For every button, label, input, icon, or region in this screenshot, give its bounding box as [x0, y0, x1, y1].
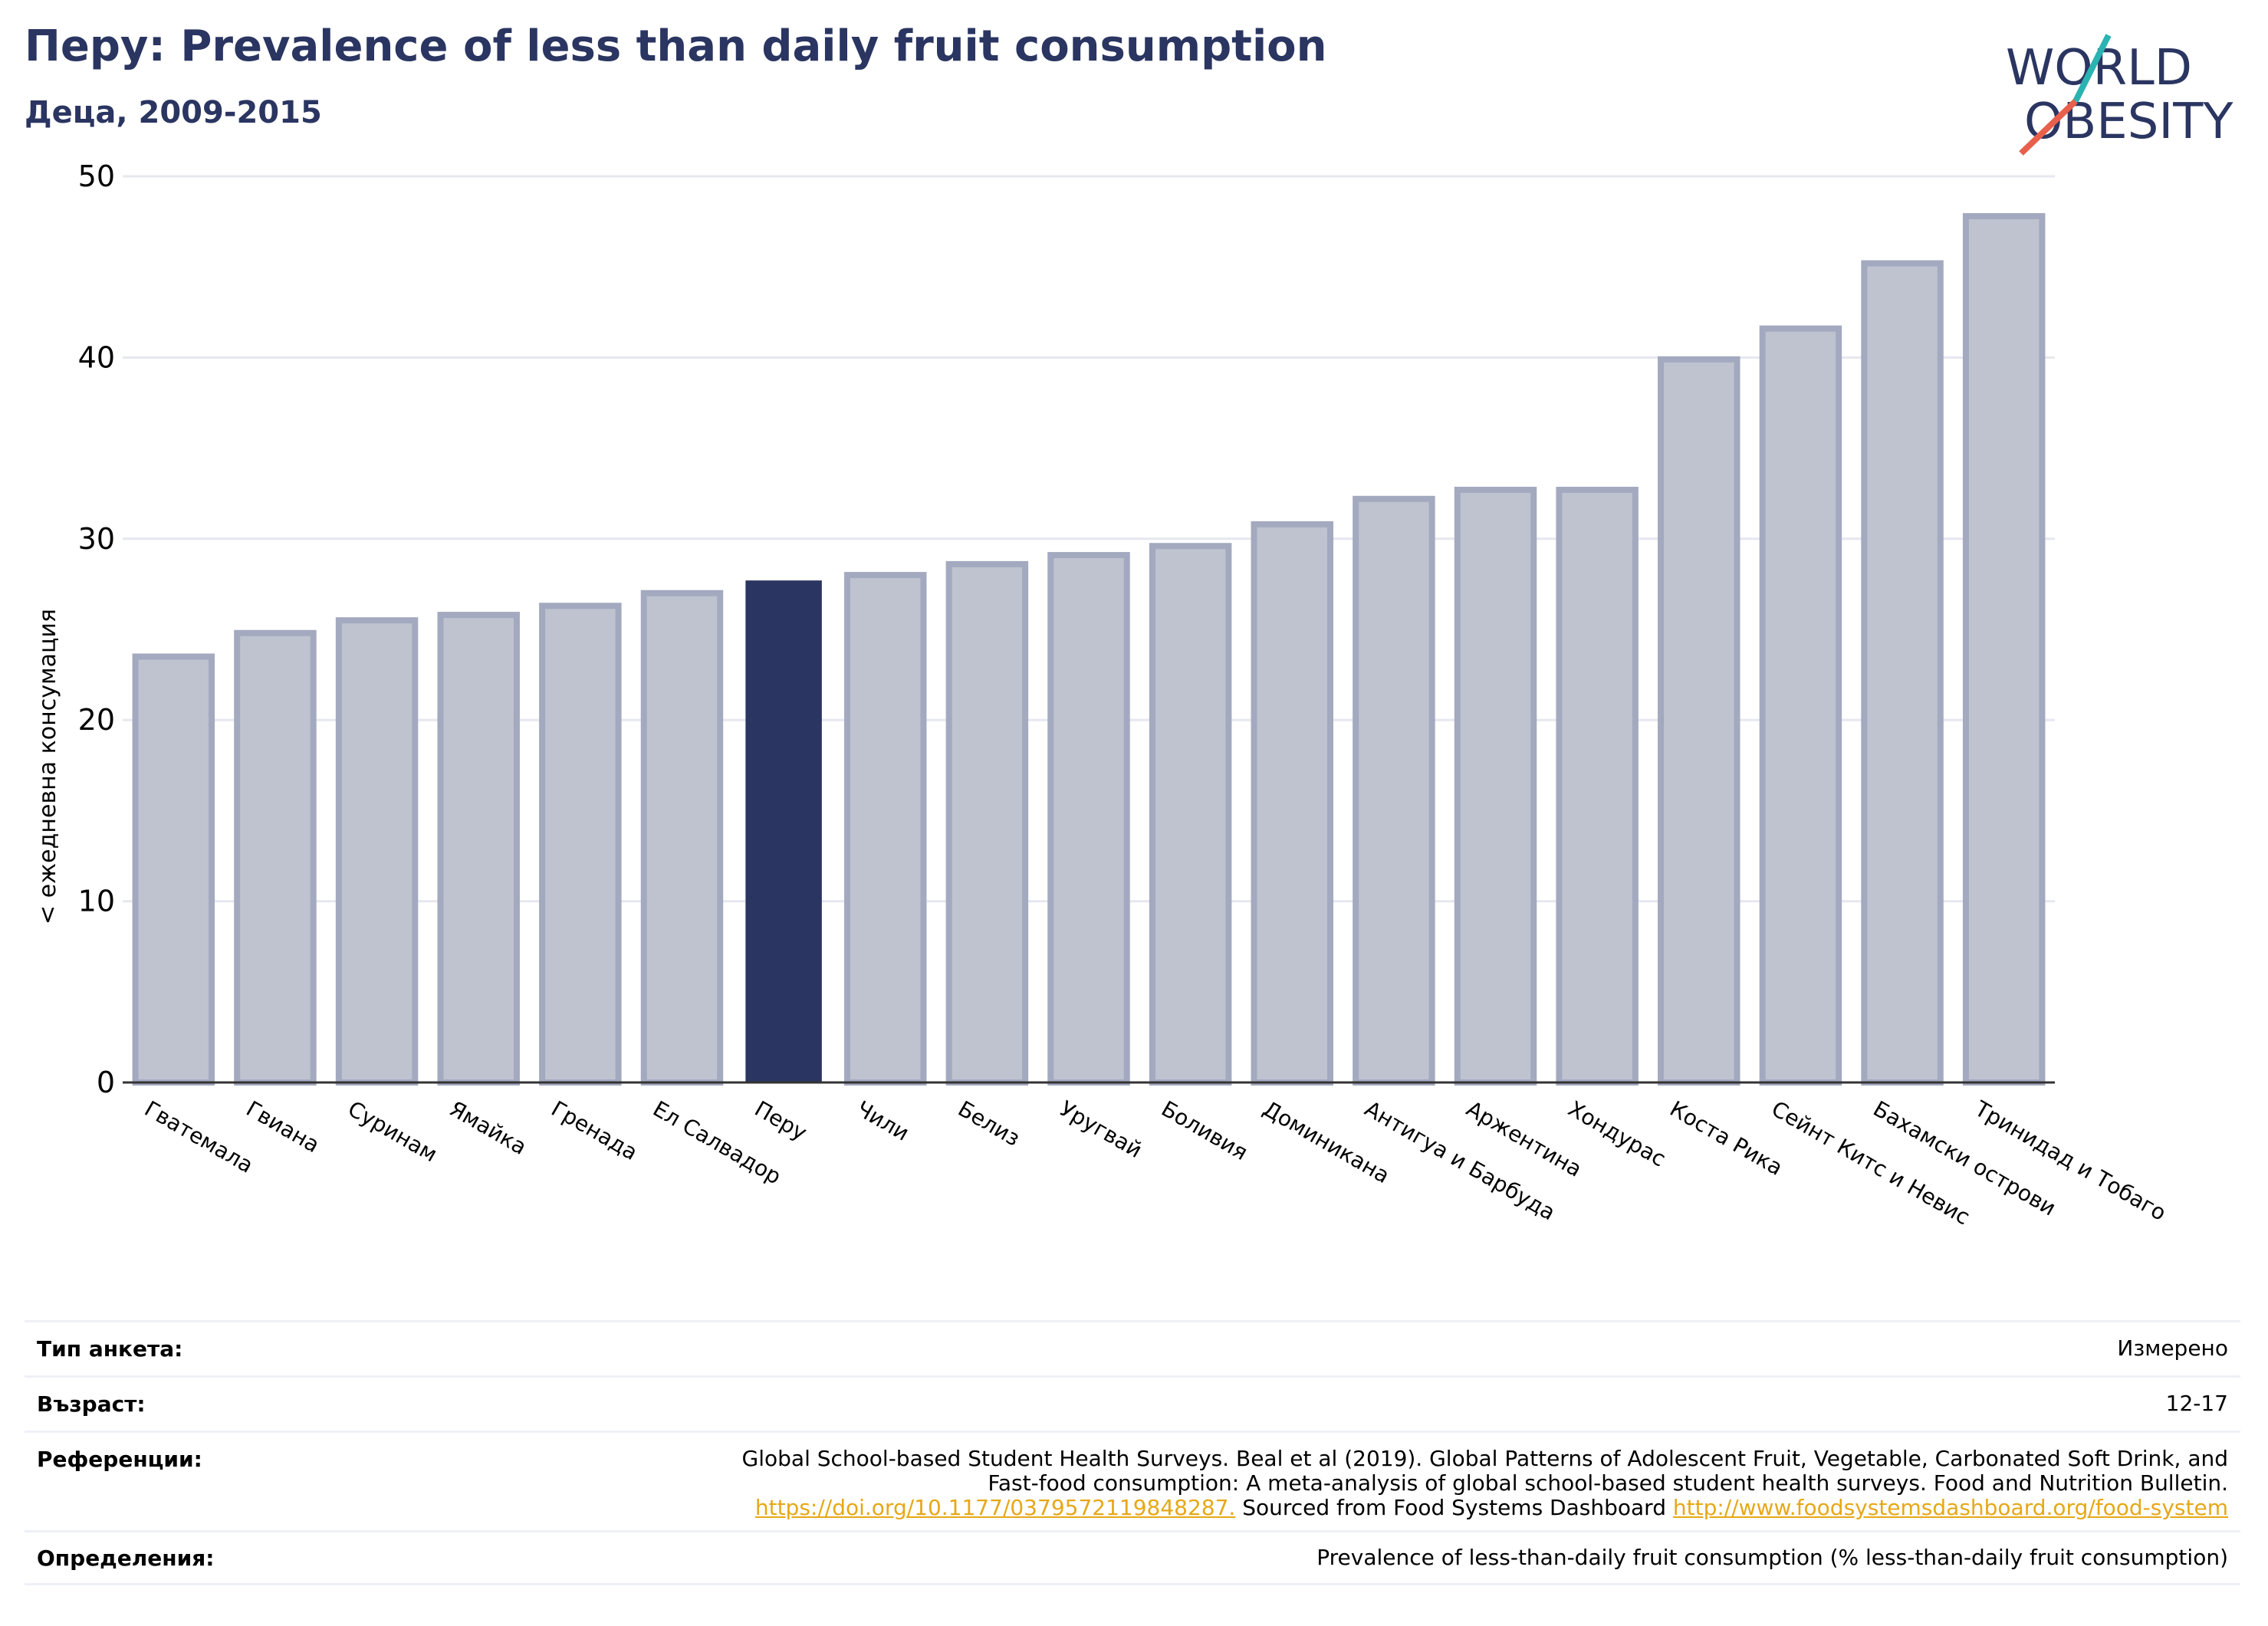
bar [1454, 486, 1537, 1086]
logo-slash-teal [2072, 34, 2112, 103]
bar [945, 560, 1029, 1086]
y-tick-label: 30 [78, 522, 115, 556]
bar [1658, 356, 1740, 1086]
y-axis-ticks: 0 10 20 30 40 50 [78, 159, 115, 1099]
y-axis-label: < ежедневна консумация [35, 609, 61, 925]
bar [1353, 495, 1435, 1086]
definitions-value: Prevalence of less-than-daily fruit cons… [1316, 1544, 2228, 1570]
bar [132, 653, 215, 1086]
bar [640, 590, 724, 1086]
references-text-1: Global School-based Student Health Surve… [741, 1446, 2228, 1471]
bar [234, 629, 317, 1086]
bar [745, 580, 822, 1082]
references-source-text: Sourced from Food Systems Dashboard [1235, 1495, 1673, 1521]
metadata-table: Тип анкета: Измерено Възраст: 12-17 Рефе… [25, 1320, 2240, 1585]
bar [1759, 325, 1842, 1086]
x-tick-label: Антигуа и Барбуда [1360, 1095, 1560, 1225]
x-tick-label: Уругвай [1056, 1095, 1147, 1163]
bar [1962, 213, 2046, 1086]
y-tick-label: 0 [97, 1066, 115, 1099]
y-tick-label: 20 [78, 703, 115, 737]
meta-row-survey: Тип анкета: Измерено [25, 1320, 2240, 1375]
meta-row-definitions: Определения: Prevalence of less-than-dai… [25, 1530, 2240, 1585]
bar [1861, 260, 1944, 1086]
bars [123, 213, 2055, 1086]
x-tick-label: Гватемала [140, 1095, 258, 1178]
y-tick-label: 40 [78, 340, 115, 374]
bar [1047, 552, 1130, 1086]
world-obesity-logo: WORLD OBESITY [2006, 34, 2233, 156]
bar [844, 572, 927, 1086]
logo-line2: OBESITY [2024, 94, 2233, 150]
doi-link[interactable]: https://doi.org/10.1177/0379572119848287… [754, 1495, 1236, 1521]
age-value: 12-17 [2165, 1391, 2228, 1417]
page-title: Перу: Prevalence of less than daily frui… [25, 21, 1327, 71]
x-tick-label: Чили [852, 1095, 913, 1145]
y-tick-label: 50 [78, 159, 115, 193]
survey-type-label: Тип анкета: [37, 1336, 183, 1362]
x-tick-label: Перу [751, 1095, 811, 1145]
definitions-label: Определения: [37, 1545, 215, 1571]
y-tick-label: 10 [78, 885, 115, 918]
x-tick-label: Гвиана [242, 1095, 324, 1158]
bar [335, 617, 419, 1086]
x-tick-label: Боливия [1157, 1095, 1252, 1165]
survey-type-value: Измерено [2117, 1335, 2228, 1362]
dashboard-link[interactable]: http://www.foodsystemsdashboard.org/food… [1672, 1495, 2228, 1521]
references-value: Global School-based Student Health Surve… [741, 1446, 2228, 1521]
meta-row-age: Възраст: 12-17 [25, 1375, 2240, 1431]
bar [1251, 521, 1334, 1086]
logo-slash-red [2019, 99, 2078, 156]
page-subtitle: Деца, 2009-2015 [25, 95, 322, 130]
references-label: Референции: [37, 1447, 202, 1472]
bar [437, 612, 520, 1086]
bar [1556, 486, 1639, 1086]
x-tick-label: Белиз [954, 1095, 1024, 1151]
references-text-2: Fast-food consumption: A meta-analysis o… [988, 1470, 2228, 1496]
meta-row-references: Референции: Global School-based Student … [25, 1431, 2240, 1530]
x-tick-label: Суринам [343, 1095, 442, 1167]
x-tick-label: Гренада [547, 1095, 642, 1165]
bar [1149, 543, 1232, 1086]
bar [539, 603, 622, 1086]
x-tick-label: Тринидад и Тобаго [1970, 1095, 2171, 1226]
age-label: Възраст: [37, 1391, 146, 1417]
x-tick-label: Ямайка [445, 1095, 531, 1160]
x-tick-label: Коста Рика [1665, 1095, 1786, 1181]
